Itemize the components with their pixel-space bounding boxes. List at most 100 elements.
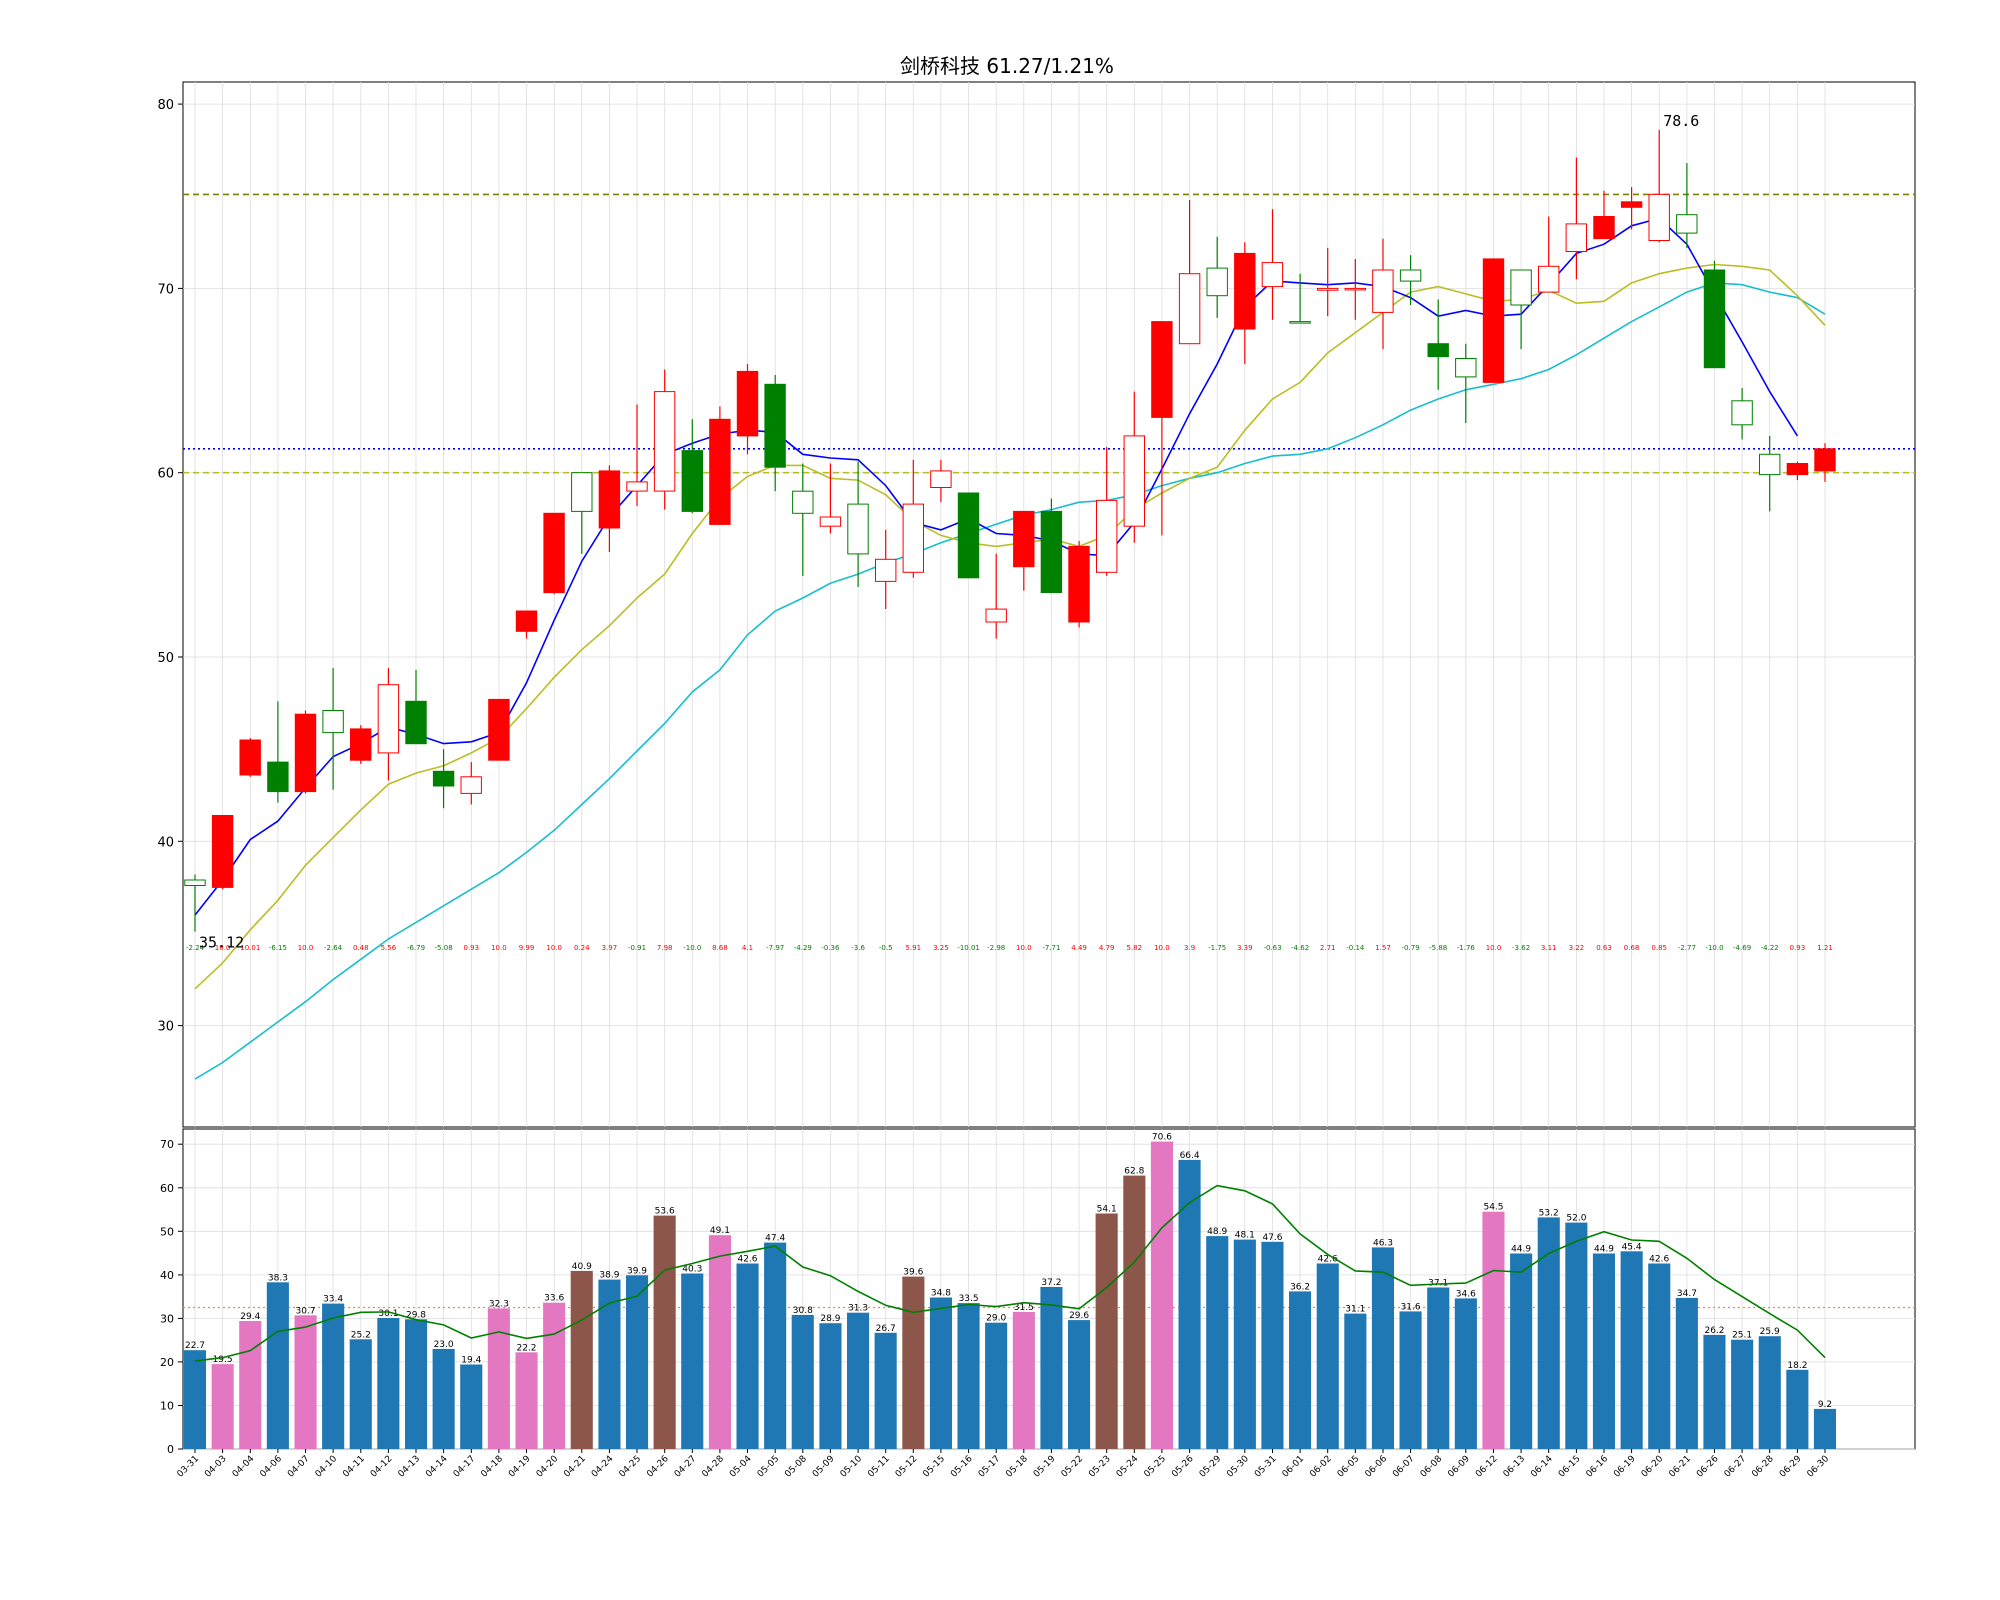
pct-change-label: 1.21 [1817,944,1833,952]
pct-change-label: 0.85 [1651,944,1667,952]
candle-body [460,776,482,794]
x-tick-label: 05-25 [1142,1454,1168,1480]
volume-label: 47.6 [1262,1233,1282,1243]
volume-bar [1565,1222,1588,1449]
candle-body [764,383,786,468]
volume-label: 22.2 [516,1343,536,1353]
pct-change-label: 8.68 [712,944,728,952]
volume-label: 19.5 [213,1355,233,1365]
pct-change-label: 3.25 [933,944,949,952]
volume-bar [1399,1311,1422,1449]
pct-change-label: -1.76 [1457,944,1476,952]
pct-change-label: -0.5 [879,944,893,952]
volume-bar [1371,1247,1394,1449]
x-tick-label: 04-17 [452,1454,478,1480]
volume-label: 38.9 [599,1271,619,1281]
volume-bar [957,1303,980,1449]
volume-label: 44.9 [1594,1245,1614,1255]
x-tick-label: 06-09 [1446,1454,1472,1480]
candle-body [1427,343,1449,358]
pct-change-label: -1.75 [1208,944,1226,952]
pct-change-label: -6.79 [407,944,425,952]
x-tick-label: 04-26 [645,1454,671,1480]
volume-bar [515,1352,538,1449]
volume-bar [1537,1217,1560,1449]
volume-bar [1758,1336,1781,1449]
x-tick-label: 06-29 [1778,1454,1804,1480]
volume-bar [1703,1334,1726,1449]
volume-label: 31.6 [1401,1302,1421,1312]
volume-y-tick-label: 0 [167,1443,174,1456]
volume-bar [847,1312,870,1449]
x-tick-label: 05-08 [783,1454,809,1480]
x-tick-label: 06-01 [1281,1454,1307,1480]
volume-bars [183,1141,1836,1449]
x-tick-label: 05-16 [949,1454,975,1480]
x-tick-label: 04-20 [535,1454,561,1480]
x-tick-label: 05-26 [1170,1454,1196,1480]
volume-bar [791,1314,814,1449]
candle-body [1593,216,1615,240]
x-tick-label: 05-18 [1004,1454,1030,1480]
volume-label: 66.4 [1180,1151,1200,1161]
candle-body [1510,269,1532,306]
pct-change-label: 10.0 [1486,944,1502,952]
x-tick-label: 06-08 [1419,1454,1445,1480]
x-tick-label: 04-18 [479,1454,505,1480]
candle-body [1648,193,1670,241]
candle-body [598,470,621,529]
volume-label: 39.6 [903,1268,923,1278]
pct-change-label: -10.0 [1705,944,1723,952]
volume-ma-line [194,1184,1826,1362]
pct-change-label: -2.24 [186,944,205,952]
candle-body [1814,448,1836,472]
volume-bar [239,1321,262,1449]
pct-change-label: 7.98 [657,944,673,952]
volume-label: 33.6 [544,1294,564,1304]
volume-label: 22.7 [185,1341,205,1351]
candle-body [1261,262,1284,288]
x-tick-label: 06-02 [1308,1454,1334,1480]
pct-change-label: 5.56 [381,944,397,952]
volume-bar [543,1302,566,1449]
x-tick-label: 05-24 [1115,1454,1141,1480]
x-axis-dates: 03-31 04-03 04-04 04-06 04-07 04-10 04-11 04-12… [176,1449,1831,1480]
volume-bar [1510,1253,1533,1449]
candle-body [1538,265,1560,293]
x-tick-label: 04-06 [258,1454,284,1480]
volume-bar [1620,1251,1643,1449]
price-y-tick-label: 60 [157,467,174,482]
candle-body [1759,453,1781,476]
volume-bar [1427,1287,1450,1449]
volume-label: 31.5 [1014,1303,1034,1313]
volume-label: 29.4 [240,1312,260,1322]
volume-label: 52.0 [1566,1214,1586,1224]
x-tick-label: 05-10 [839,1454,865,1480]
x-tick-label: 06-28 [1750,1454,1776,1480]
pct-change-label: 5.82 [1127,944,1143,952]
pct-change-label: 3.9 [1184,944,1195,952]
volume-label: 30.8 [793,1306,813,1316]
candle-body [736,370,759,437]
pct-change-label: 0.68 [1624,944,1640,952]
candle-body [1399,269,1422,282]
volume-bar [1012,1311,1035,1449]
volume-label: 30.7 [295,1306,315,1316]
volume-bar [349,1339,372,1449]
pct-change-label: 0.93 [464,944,480,952]
x-tick-label: 06-26 [1695,1454,1721,1480]
volume-bar [266,1282,289,1449]
volume-label: 36.2 [1290,1282,1310,1292]
candle-body [653,391,676,492]
volume-bar [708,1235,731,1449]
pct-change-label: 10.0 [215,944,231,952]
price-annotation: 78.6 [1663,112,1699,130]
ma-slow-line [194,282,1826,1080]
pct-change-label: -3.6 [851,944,865,952]
volume-label: 18.2 [1787,1361,1807,1371]
candle-body [1676,214,1698,234]
volume-bar [736,1263,759,1449]
volume-label: 53.6 [655,1207,675,1217]
volume-bar [1123,1175,1146,1449]
